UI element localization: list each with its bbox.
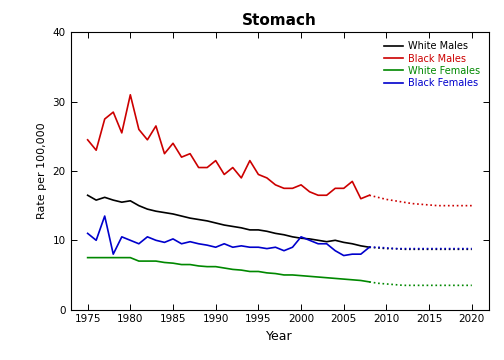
- Y-axis label: Rate per 100,000: Rate per 100,000: [37, 123, 47, 219]
- Legend: White Males, Black Males, White Females, Black Females: White Males, Black Males, White Females,…: [380, 37, 484, 92]
- X-axis label: Year: Year: [267, 330, 293, 343]
- Title: Stomach: Stomach: [242, 13, 317, 28]
